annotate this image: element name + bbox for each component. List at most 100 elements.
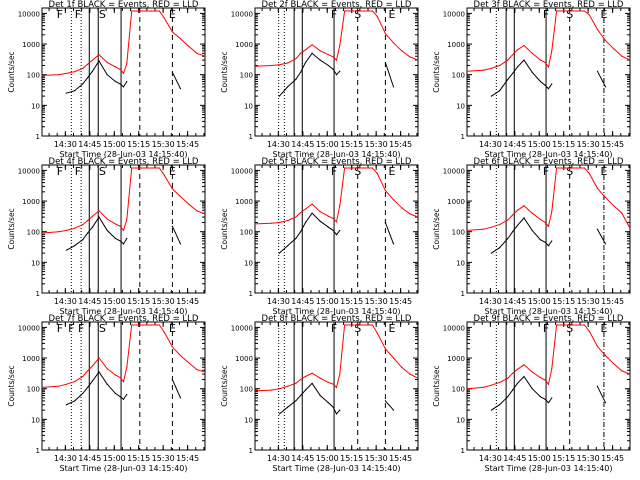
lld-data-point	[621, 212, 623, 214]
lld-data-point	[613, 205, 615, 207]
events-data-point	[87, 77, 89, 79]
events-data-point	[335, 413, 338, 415]
events-data-point	[74, 400, 76, 402]
series-group	[467, 167, 630, 254]
lld-data-point	[490, 384, 493, 386]
y-axis-label: Counts/sec	[220, 51, 229, 92]
events-data-point	[539, 396, 541, 398]
segment-marker-e: E	[600, 8, 607, 21]
series-group	[42, 324, 205, 406]
events-data-point	[295, 78, 297, 81]
events-data-point	[319, 220, 321, 222]
events-data-point	[171, 378, 173, 381]
lld-data-point	[158, 10, 160, 12]
events-data-point	[512, 389, 514, 391]
lld-data-point	[583, 167, 585, 169]
x-tick-label: 14:30	[479, 297, 502, 306]
events-data-point	[82, 239, 84, 241]
lld-data-point	[196, 52, 198, 54]
lld-data-point	[352, 167, 354, 169]
y-tick-label: 10000	[443, 167, 465, 175]
lld-data-point	[409, 213, 411, 215]
lld-data-point	[74, 381, 76, 383]
events-data-point	[304, 61, 307, 64]
lld-data-point	[570, 167, 572, 169]
lld-data-point	[131, 10, 133, 12]
events-data-point	[98, 60, 100, 62]
lld-data-point	[255, 390, 256, 392]
lld-data-point	[327, 381, 329, 384]
events-data-point	[114, 392, 116, 395]
events-data-point	[392, 243, 395, 245]
lld-data-point	[604, 355, 607, 357]
lld-data-point	[300, 378, 302, 381]
lld-data-point	[87, 63, 89, 65]
x-tick-label: 14:30	[267, 140, 290, 149]
lld-data-point	[204, 371, 205, 373]
lld-data-point	[564, 10, 566, 12]
lld-data-point	[65, 383, 68, 385]
lld-data-point	[556, 324, 558, 326]
lld-data-point	[204, 213, 205, 215]
plot-frame	[466, 321, 631, 451]
lld-data-point	[74, 227, 76, 229]
events-data-point	[327, 402, 329, 404]
segment-marker-e: E	[600, 165, 607, 178]
lld-data-point	[567, 167, 569, 169]
lld-data-point	[196, 368, 198, 371]
x-axis-label: Start Time (28-Jun-03 14:15:40)	[273, 307, 401, 316]
y-tick-label: 10	[31, 259, 40, 267]
lld-data-point	[344, 167, 346, 169]
segment-marker-e: E	[169, 8, 176, 21]
plot-frame	[466, 164, 631, 294]
x-tick-label: 15:00	[528, 454, 551, 463]
events-data-point	[531, 71, 533, 73]
lld-data-point	[575, 324, 577, 326]
y-axis-label: Counts/sec	[7, 51, 16, 92]
lld-data-point	[376, 15, 378, 17]
lld-data-point	[57, 74, 59, 76]
lld-data-point	[158, 324, 160, 326]
segment-marker-s: S	[99, 165, 106, 178]
lld-data-point	[87, 370, 89, 372]
lld-data-point	[544, 379, 546, 381]
events-data-point	[287, 406, 289, 408]
x-tick-label: 14:30	[479, 454, 502, 463]
lld-data-point	[376, 172, 378, 174]
x-tick-label: 15:15	[127, 140, 150, 149]
lld-data-point	[490, 67, 493, 70]
y-tick-label: 10	[31, 102, 40, 110]
x-tick-label: 15:45	[389, 140, 412, 149]
lld-data-point	[304, 375, 307, 378]
lld-data-point	[358, 324, 360, 326]
events-data-point	[114, 237, 116, 240]
lld-data-point	[171, 346, 173, 348]
lld-data-point	[122, 381, 125, 383]
lld-data-point	[335, 59, 338, 61]
events-data-point	[122, 243, 125, 245]
lld-data-point	[98, 210, 100, 212]
lld-data-point	[544, 221, 546, 224]
segment-marker-s: S	[354, 8, 361, 21]
events-data-point	[551, 397, 553, 399]
lld-data-point	[570, 10, 572, 12]
lld-data-point	[384, 32, 386, 35]
lld-data-point	[516, 209, 519, 211]
lld-data-point	[539, 377, 541, 379]
events-data-point	[516, 382, 519, 384]
lld-data-point	[384, 189, 386, 192]
lld-data-point	[580, 324, 582, 326]
lld-data-point	[551, 368, 553, 370]
y-tick-label: 1000	[235, 198, 253, 206]
lld-data-point	[401, 366, 403, 368]
events-data-point	[332, 229, 334, 232]
lld-data-point	[467, 70, 468, 72]
x-tick-label: 14:45	[503, 140, 526, 149]
lld-data-point	[482, 228, 484, 230]
events-data-point	[339, 409, 341, 411]
lld-data-point	[287, 385, 289, 387]
x-tick-label: 14:30	[54, 140, 77, 149]
lld-data-point	[588, 330, 590, 332]
